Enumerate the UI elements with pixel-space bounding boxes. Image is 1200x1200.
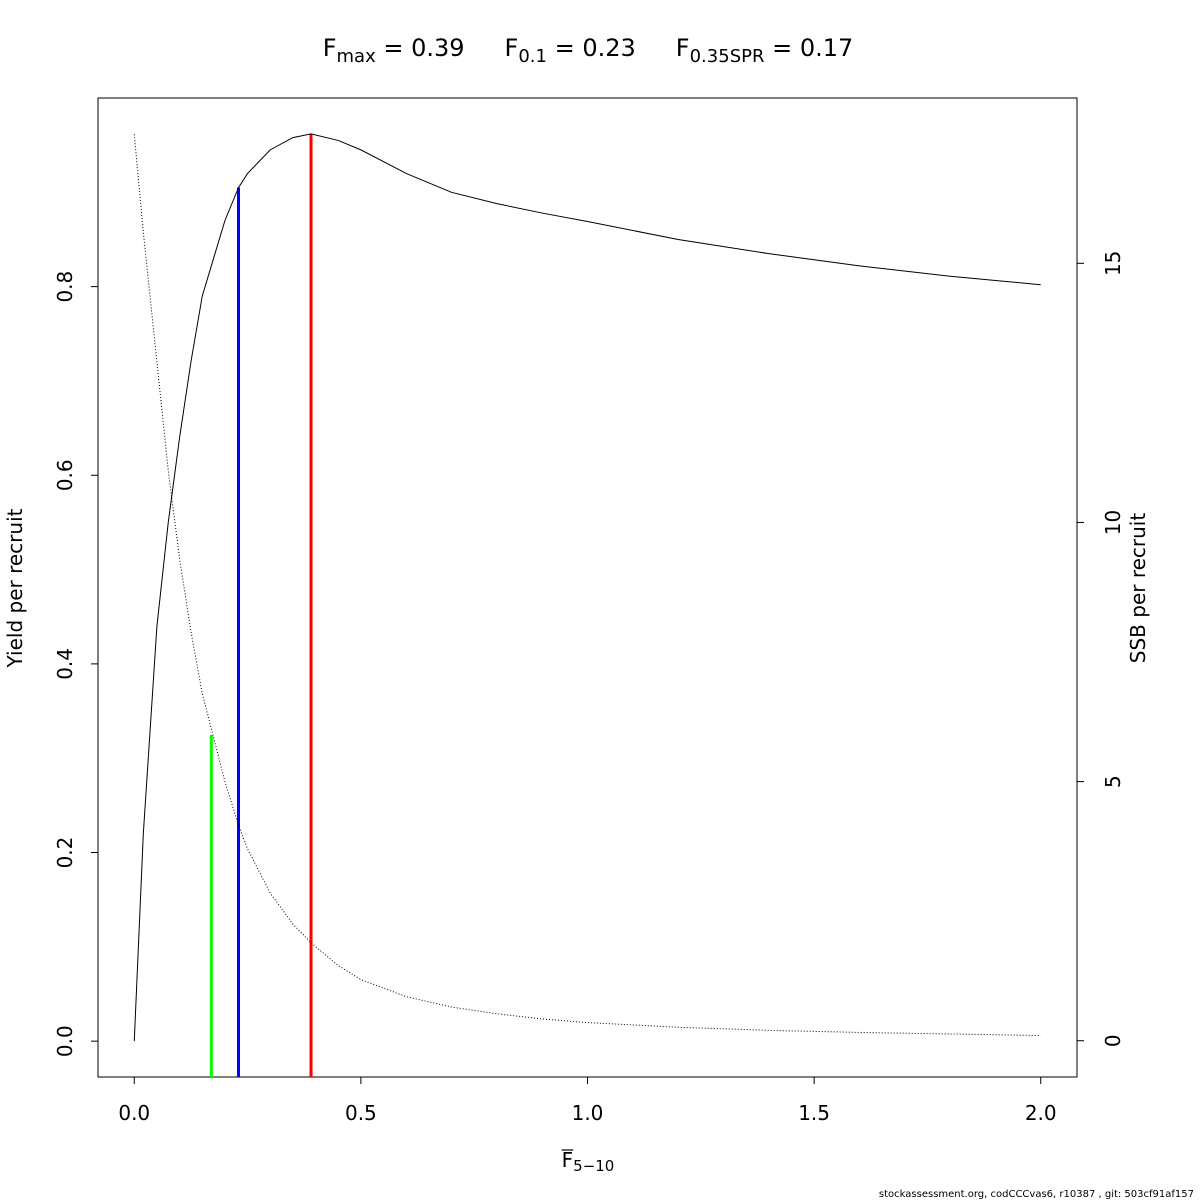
title-value: = 0.39 <box>376 34 465 62</box>
y2-tick-label: 15 <box>1101 251 1125 276</box>
y-tick-label: 0.6 <box>53 459 77 491</box>
plot-frame <box>97 97 1078 1078</box>
x-axis-label: F5−10 <box>562 1148 615 1175</box>
y-tick-label: 0.2 <box>53 837 77 869</box>
x-label-symbol: F <box>562 1148 574 1172</box>
footer: stockassessment.org, codCCCvas6, r10387 … <box>879 1189 1194 1200</box>
curve <box>133 133 1041 1042</box>
title-subscript: max <box>337 46 377 67</box>
title-symbol: F <box>323 34 337 62</box>
x-tick-label: 0.0 <box>118 1101 150 1125</box>
title-symbol: F <box>676 34 690 62</box>
x-tick-label: 0.5 <box>345 1101 377 1125</box>
y2-axis-label: SSB per recruit <box>1126 513 1150 664</box>
x-tick-label: 2.0 <box>1025 1101 1057 1125</box>
chart-title: Fmax = 0.39 F0.1 = 0.23 F0.35SPR = 0.17 <box>323 34 854 67</box>
title-value: = 0.17 <box>764 34 853 62</box>
title-subscript: 0.1 <box>518 46 547 67</box>
x-label-subscript: 5−10 <box>573 1157 614 1175</box>
y2-tick-label: 10 <box>1101 510 1125 535</box>
y2-tick-label: 0 <box>1101 1034 1125 1047</box>
curve <box>133 134 1041 1037</box>
y-axis-label: Yield per recruit <box>3 508 27 668</box>
title-value: = 0.23 <box>547 34 636 62</box>
title-subscript: 0.35SPR <box>690 46 765 67</box>
y-tick-label: 0.4 <box>53 648 77 680</box>
y-tick-label: 0.8 <box>53 271 77 303</box>
title-symbol: F <box>505 34 519 62</box>
y-tick-label: 0.0 <box>53 1025 77 1057</box>
x-tick-label: 1.0 <box>572 1101 604 1125</box>
x-tick-label: 1.5 <box>798 1101 830 1125</box>
y2-tick-label: 5 <box>1101 775 1125 788</box>
